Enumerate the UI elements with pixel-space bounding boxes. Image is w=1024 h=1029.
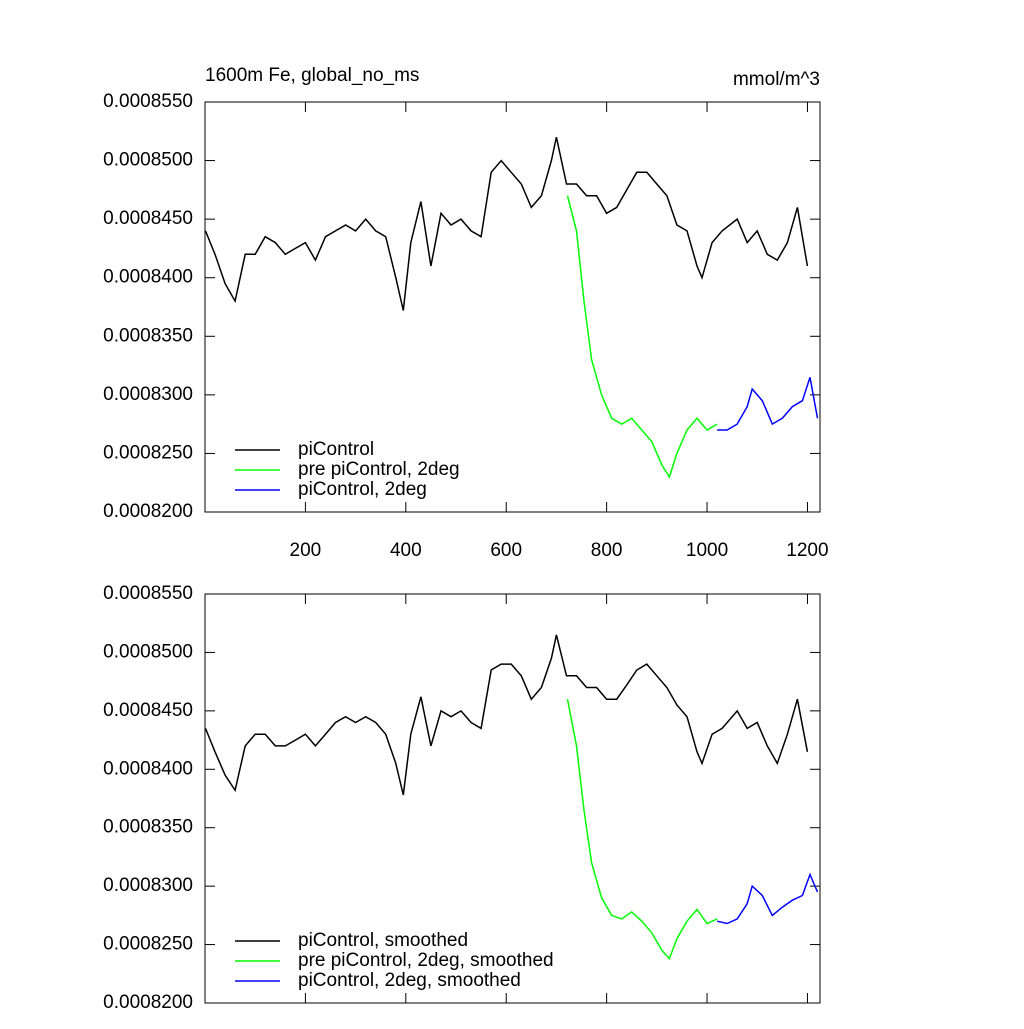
data-line xyxy=(717,377,819,431)
legend-label: piControl, 2deg xyxy=(298,479,427,500)
x-tick-label: 400 xyxy=(390,540,422,561)
y-tick-label: 0.0008450 xyxy=(103,700,193,721)
data-line xyxy=(566,699,718,961)
y-tick-label: 0.0008300 xyxy=(103,384,193,405)
y-tick-label: 0.0008350 xyxy=(103,325,193,346)
y-tick-label: 0.0008250 xyxy=(103,442,193,463)
y-tick-label: 0.0008250 xyxy=(103,934,193,955)
legend-label: piControl, 2deg, smoothed xyxy=(298,970,521,991)
legend-label: piControl, smoothed xyxy=(298,930,468,951)
units-label: mmol/m^3 xyxy=(733,69,820,90)
y-tick-label: 0.0008300 xyxy=(103,875,193,896)
x-tick-label: 1000 xyxy=(686,540,728,561)
y-tick-label: 0.0008400 xyxy=(103,758,193,779)
y-tick-label: 0.0008350 xyxy=(103,817,193,838)
y-tick-label: 0.0008200 xyxy=(103,992,193,1013)
chart-title: 1600m Fe, global_no_ms xyxy=(205,65,419,86)
legend-label: pre piControl, 2deg, smoothed xyxy=(298,950,554,971)
data-line xyxy=(204,634,809,796)
x-tick-label: 600 xyxy=(490,540,522,561)
y-tick-label: 0.0008500 xyxy=(103,641,193,662)
x-tick-label: 200 xyxy=(290,540,322,561)
x-tick-label: 1200 xyxy=(786,540,828,561)
y-tick-label: 0.0008550 xyxy=(103,91,193,112)
legend-label: piControl xyxy=(298,439,374,460)
y-tick-label: 0.0008200 xyxy=(103,501,193,522)
data-line xyxy=(716,872,819,925)
data-line xyxy=(566,195,718,479)
y-tick-label: 0.0008550 xyxy=(103,583,193,604)
x-tick-label: 800 xyxy=(591,540,623,561)
y-tick-label: 0.0008500 xyxy=(103,150,193,171)
legend-label: pre piControl, 2deg xyxy=(298,459,460,480)
y-tick-label: 0.0008400 xyxy=(103,267,193,288)
y-tick-label: 0.0008450 xyxy=(103,208,193,229)
plot-frame xyxy=(204,593,821,1004)
data-line xyxy=(204,136,809,311)
plot-frame xyxy=(204,101,821,513)
